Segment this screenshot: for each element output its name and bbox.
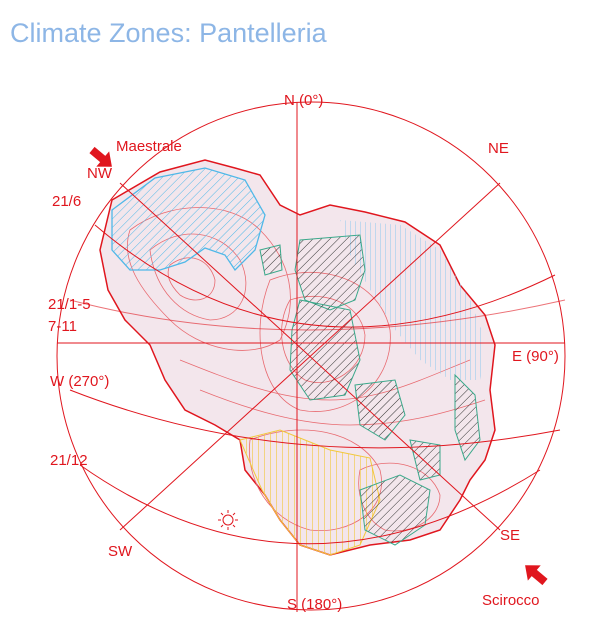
label-date-equinox-1: 21/1-5 bbox=[48, 296, 91, 313]
label-west: W (270°) bbox=[50, 373, 110, 390]
label-northwest: NW bbox=[87, 165, 112, 182]
compass-rose bbox=[56, 101, 566, 612]
label-scirocco: Scirocco bbox=[482, 592, 540, 609]
label-north: N (0°) bbox=[284, 92, 324, 109]
label-date-winter: 21/12 bbox=[50, 452, 88, 469]
label-northeast: NE bbox=[488, 140, 509, 157]
label-southeast: SE bbox=[500, 527, 521, 544]
label-east: E (90°) bbox=[512, 348, 559, 365]
cool-zone-northwest bbox=[111, 167, 266, 272]
label-date-equinox-2: 7-11 bbox=[48, 318, 77, 335]
cool-zone-east bbox=[340, 220, 485, 380]
label-south: S (180°) bbox=[287, 596, 343, 613]
sun-icon bbox=[218, 510, 238, 530]
label-date-summer: 21/6 bbox=[52, 193, 82, 210]
label-maestrale: Maestrale bbox=[116, 138, 182, 155]
label-southwest: SW bbox=[108, 543, 133, 560]
scirocco-wind-arrow-icon bbox=[525, 565, 548, 586]
warm-zone-south bbox=[239, 429, 381, 556]
maestrale-wind-arrow-icon bbox=[89, 146, 112, 167]
map-title: Climate Zones: Pantelleria bbox=[10, 18, 327, 48]
